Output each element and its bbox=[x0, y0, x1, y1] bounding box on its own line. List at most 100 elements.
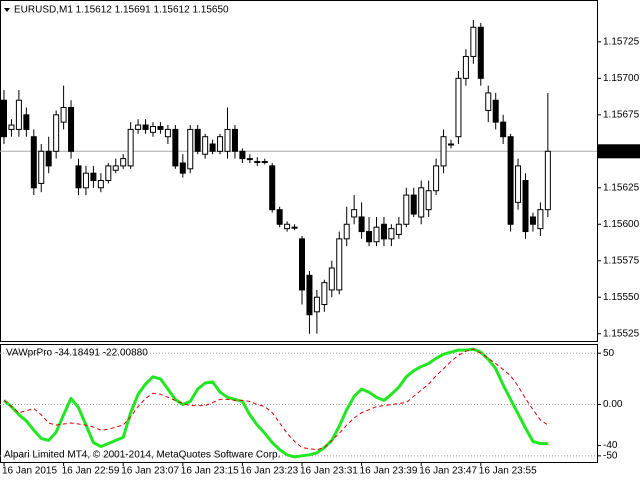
candle-body bbox=[403, 194, 410, 225]
candle-body bbox=[187, 128, 194, 170]
candle-body bbox=[328, 267, 335, 291]
candle-body bbox=[343, 223, 350, 240]
candle-body bbox=[231, 128, 238, 152]
candle-body bbox=[15, 99, 22, 130]
candle-body bbox=[470, 26, 477, 57]
candle-body bbox=[261, 161, 268, 164]
candle-body bbox=[60, 107, 67, 123]
candle-body bbox=[373, 226, 380, 243]
candle-body bbox=[135, 124, 142, 130]
candle-body bbox=[90, 172, 97, 181]
candle-body bbox=[515, 165, 522, 203]
indicator-title: VAWprPro -34.18491 -22.00880 bbox=[6, 348, 148, 359]
candle-body bbox=[1, 99, 7, 138]
candle-body bbox=[105, 165, 112, 181]
x-tick-label: 16 Jan 2015 bbox=[2, 466, 57, 477]
x-tick-label: 16 Jan 22:59 bbox=[62, 466, 120, 477]
candle-body bbox=[224, 128, 231, 152]
x-tick-label: 16 Jan 23:23 bbox=[240, 466, 298, 477]
main-frame bbox=[0, 0, 598, 342]
candle-body bbox=[500, 121, 507, 138]
candle-body bbox=[440, 136, 447, 167]
candle-body bbox=[410, 194, 417, 215]
y-tick-label: -50 bbox=[603, 450, 618, 461]
candle-body bbox=[321, 282, 328, 306]
candle-body bbox=[388, 228, 395, 240]
x-tick-label: 16 Jan 23:15 bbox=[181, 466, 239, 477]
candle-body bbox=[358, 216, 365, 233]
candle-body bbox=[217, 136, 224, 152]
copyright: Alpari Limited MT4, © 2001-2014, MetaQuo… bbox=[4, 450, 280, 461]
y-tick-label: 1.15550 bbox=[603, 292, 640, 303]
candle-body bbox=[246, 158, 253, 161]
candle-body bbox=[291, 226, 298, 229]
candle-body bbox=[172, 128, 179, 167]
candle-body bbox=[30, 136, 37, 189]
indicator-frame bbox=[0, 344, 598, 463]
candle-body bbox=[351, 209, 358, 218]
candle-body bbox=[45, 150, 52, 167]
candle-body bbox=[433, 165, 440, 192]
candle-body bbox=[455, 77, 462, 138]
candle-body bbox=[306, 274, 313, 316]
candle-body bbox=[82, 172, 89, 189]
candle-body bbox=[448, 143, 454, 146]
current-price-box bbox=[597, 144, 640, 159]
x-tick-label: 16 Jan 23:39 bbox=[360, 466, 418, 477]
candle-body bbox=[194, 128, 201, 152]
candle-body bbox=[336, 238, 343, 291]
candle-body bbox=[537, 209, 544, 230]
y-tick-label: 1.15625 bbox=[603, 182, 640, 193]
current-price-label: 1.15650 bbox=[601, 146, 638, 157]
candle-body bbox=[507, 136, 514, 225]
candle-body bbox=[239, 150, 246, 160]
candle-body bbox=[544, 150, 551, 211]
candle-body bbox=[157, 125, 164, 130]
candle-body bbox=[68, 107, 75, 152]
candle-body bbox=[97, 179, 104, 189]
y-tick-label: 1.15700 bbox=[603, 73, 640, 84]
y-tick-label: 1.15575 bbox=[603, 255, 640, 266]
candle-body bbox=[112, 165, 119, 171]
x-tick-label: 16 Jan 23:31 bbox=[300, 466, 358, 477]
candle-body bbox=[492, 99, 499, 123]
candle-body bbox=[23, 114, 30, 130]
candle-body bbox=[380, 223, 387, 240]
y-tick-label: 1.15725 bbox=[603, 36, 640, 47]
y-tick-label: 1.15525 bbox=[603, 328, 640, 339]
candle-body bbox=[179, 162, 186, 174]
candle-body bbox=[8, 124, 15, 130]
candle-body bbox=[120, 158, 127, 167]
y-tick-label: 50 bbox=[603, 348, 615, 359]
candle-body bbox=[202, 136, 209, 155]
chart-title: EURUSD,M1 1.15612 1.15691 1.15612 1.1565… bbox=[14, 5, 229, 16]
y-tick-label: -40 bbox=[603, 440, 618, 451]
y-tick-label: 1.15600 bbox=[603, 219, 640, 230]
x-tick-label: 16 Jan 23:07 bbox=[121, 466, 179, 477]
menu-arrow[interactable] bbox=[4, 8, 10, 12]
y-tick-label: 1.15675 bbox=[603, 109, 640, 120]
y-tick-label: 0.00 bbox=[603, 399, 623, 410]
candle-body bbox=[299, 238, 305, 291]
x-tick-label: 16 Jan 23:55 bbox=[479, 466, 537, 477]
candle-body bbox=[529, 216, 536, 225]
candle-body bbox=[38, 150, 45, 184]
indicator-line bbox=[3, 347, 548, 459]
candle-body bbox=[485, 92, 492, 111]
candle-body bbox=[366, 231, 373, 243]
candle-body bbox=[477, 26, 484, 79]
candle-body bbox=[269, 165, 276, 211]
candle-body bbox=[142, 124, 149, 130]
candle-body bbox=[284, 223, 291, 230]
candle-body bbox=[395, 223, 402, 235]
candle-body bbox=[276, 209, 283, 225]
x-tick-label: 16 Jan 23:47 bbox=[419, 466, 477, 477]
candle-body bbox=[418, 187, 425, 218]
candle-body bbox=[150, 125, 156, 133]
candle-body bbox=[254, 161, 261, 164]
candle-body bbox=[209, 143, 216, 152]
candle-body bbox=[75, 165, 82, 189]
candle-body bbox=[164, 128, 171, 138]
candle-body bbox=[127, 128, 134, 167]
